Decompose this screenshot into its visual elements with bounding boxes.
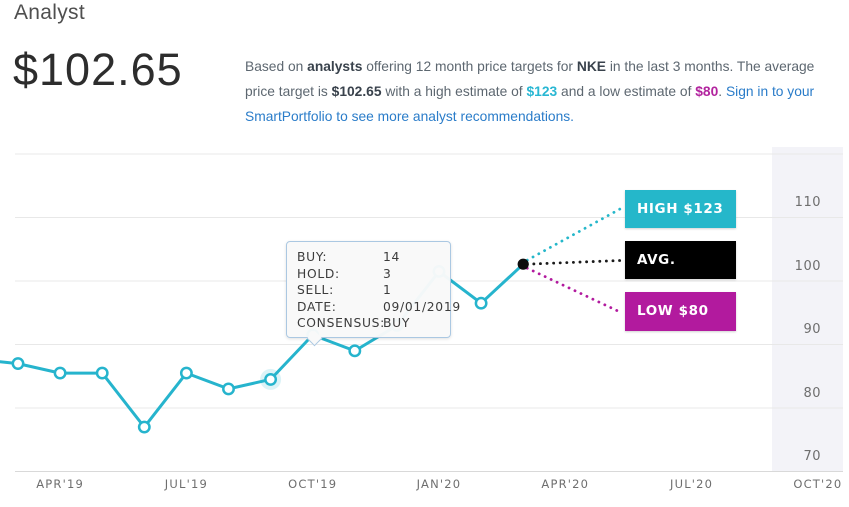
tooltip-value: 09/01/2019 xyxy=(383,299,461,314)
data-point-marker[interactable] xyxy=(264,372,278,386)
data-point-marker[interactable] xyxy=(53,366,67,380)
description-segment: in the last 3 months. The average price … xyxy=(245,59,815,99)
x-axis-label: JUL'19 xyxy=(164,477,208,491)
data-point-marker[interactable] xyxy=(11,357,25,370)
description-segment: analysts xyxy=(307,59,363,74)
data-point-marker[interactable] xyxy=(474,296,488,310)
description-segment: and a low estimate of xyxy=(557,84,696,99)
y-axis-label: 110 xyxy=(794,195,821,210)
tooltip-row: HOLD: 3 xyxy=(297,266,440,283)
x-axis-label: APR'20 xyxy=(541,477,590,491)
tooltip-rows: BUY: 14 HOLD: 3 SELL: 1 DATE: 09/01/2019 CONSENS… xyxy=(297,249,460,332)
data-point-marker[interactable] xyxy=(179,366,193,380)
data-point-marker[interactable] xyxy=(137,420,151,434)
tooltip-value: 14 xyxy=(383,250,401,264)
tooltip-row: BUY: 14 xyxy=(297,249,440,266)
y-axis-label: 100 xyxy=(794,258,821,274)
tooltip-value: 1 xyxy=(383,283,392,298)
description-segment: with a high estimate of xyxy=(381,84,527,99)
data-point-marker[interactable] xyxy=(222,382,235,396)
average-price-target: $102.65 xyxy=(13,44,183,95)
tooltip-label: CONSENSUS: xyxy=(297,316,385,331)
description-segment: $80 xyxy=(695,84,719,99)
tooltip-value: 3 xyxy=(383,266,392,281)
average-estimate-badge: AVG. $102.65 xyxy=(625,241,736,306)
description-segment: Based on xyxy=(245,59,308,74)
description-segment: $123 xyxy=(526,84,558,99)
tooltip-row: SELL: 1 xyxy=(297,282,440,299)
y-axis-label: 80 xyxy=(803,385,821,401)
tooltip-row: DATE: 09/01/2019 xyxy=(297,299,460,316)
y-axis-label: 70 xyxy=(803,449,821,464)
x-axis-label: OCT'20 xyxy=(793,477,843,491)
data-point-marker[interactable] xyxy=(348,344,362,358)
description-segment: offering 12 month price targets for xyxy=(362,59,577,74)
high-projection-line xyxy=(525,207,622,262)
tooltip-value: BUY xyxy=(383,316,411,331)
tooltip-label: DATE: xyxy=(297,299,337,314)
description-segment: $102.65 xyxy=(331,84,382,99)
x-axis-label: OCT'19 xyxy=(288,477,338,491)
avg-projection-line xyxy=(525,259,622,266)
x-axis-label: APR'19 xyxy=(36,477,84,491)
high-estimate-badge: HIGH $123 xyxy=(625,190,736,228)
tooltip-label: BUY: xyxy=(297,250,328,264)
description: Based on analysts offering 12 month pric… xyxy=(245,54,815,129)
chart-tooltip: BUY: 14 HOLD: 3 SELL: 1 DATE: 09/01/2019 CONSENS… xyxy=(286,241,460,346)
low-projection-line xyxy=(525,266,622,314)
tooltip-label: SELL: xyxy=(297,283,334,298)
smartportfolio-signin-link[interactable]: Sign in to your SmartPortfolio to see mo… xyxy=(245,84,815,124)
page-title: Analyst xyxy=(14,1,85,24)
description-segment: NKE xyxy=(576,59,606,74)
y-axis-label: 90 xyxy=(803,322,821,337)
x-axis-label: JUL'20 xyxy=(669,477,714,491)
current-target-dot[interactable] xyxy=(517,258,529,270)
data-point-marker[interactable] xyxy=(95,366,109,380)
forecast-band xyxy=(772,147,843,472)
tooltip-label: HOLD: xyxy=(297,266,340,281)
description-segment: . xyxy=(718,84,726,99)
tooltip-row: CONSENSUS: BUY xyxy=(297,315,440,332)
low-estimate-badge: LOW $80 xyxy=(625,292,736,331)
x-axis-label: JAN'20 xyxy=(416,477,462,491)
